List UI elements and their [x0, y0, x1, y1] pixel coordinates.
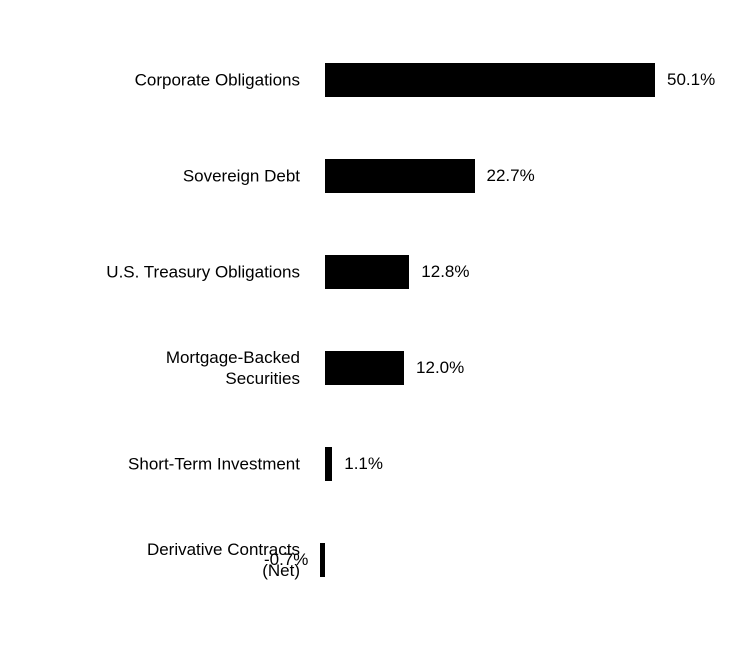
category-label: Corporate Obligations: [0, 69, 300, 90]
category-label: Derivative Contracts (Net): [0, 539, 300, 582]
value-label: -0.7%: [264, 550, 308, 570]
allocation-bar-chart: Corporate Obligations 50.1% Sovereign Debt…: [0, 0, 744, 672]
category-label: Short-Term Investment: [0, 453, 300, 474]
value-label: 1.1%: [344, 454, 383, 474]
bar: [325, 63, 655, 97]
value-label: 50.1%: [667, 70, 715, 90]
bar: [325, 351, 404, 385]
value-label: 12.0%: [416, 358, 464, 378]
bar: [325, 159, 475, 193]
value-label: 12.8%: [421, 262, 469, 282]
category-label: U.S. Treasury Obligations: [0, 261, 300, 282]
category-label: Mortgage-Backed Securities: [0, 347, 300, 390]
bar: [325, 255, 409, 289]
bar: [325, 447, 332, 481]
category-label: Sovereign Debt: [0, 165, 300, 186]
value-label: 22.7%: [487, 166, 535, 186]
bar: [320, 543, 325, 577]
